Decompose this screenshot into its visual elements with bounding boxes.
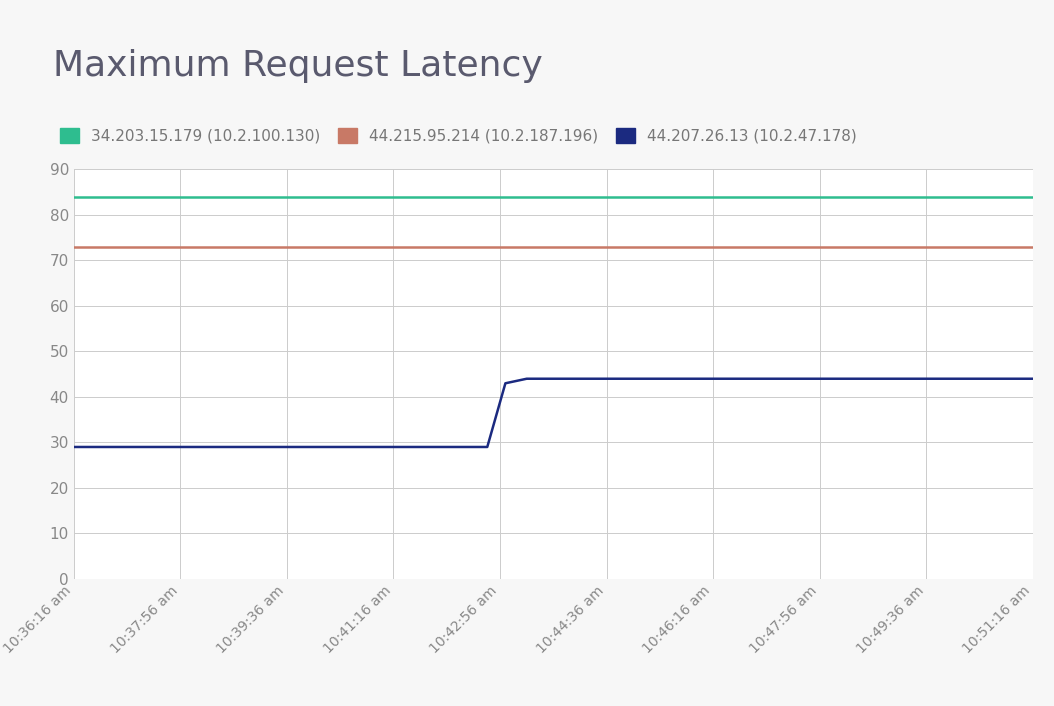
Text: Maximum Request Latency: Maximum Request Latency: [53, 49, 543, 83]
Legend: 34.203.15.179 (10.2.100.130), 44.215.95.214 (10.2.187.196), 44.207.26.13 (10.2.4: 34.203.15.179 (10.2.100.130), 44.215.95.…: [60, 128, 857, 143]
